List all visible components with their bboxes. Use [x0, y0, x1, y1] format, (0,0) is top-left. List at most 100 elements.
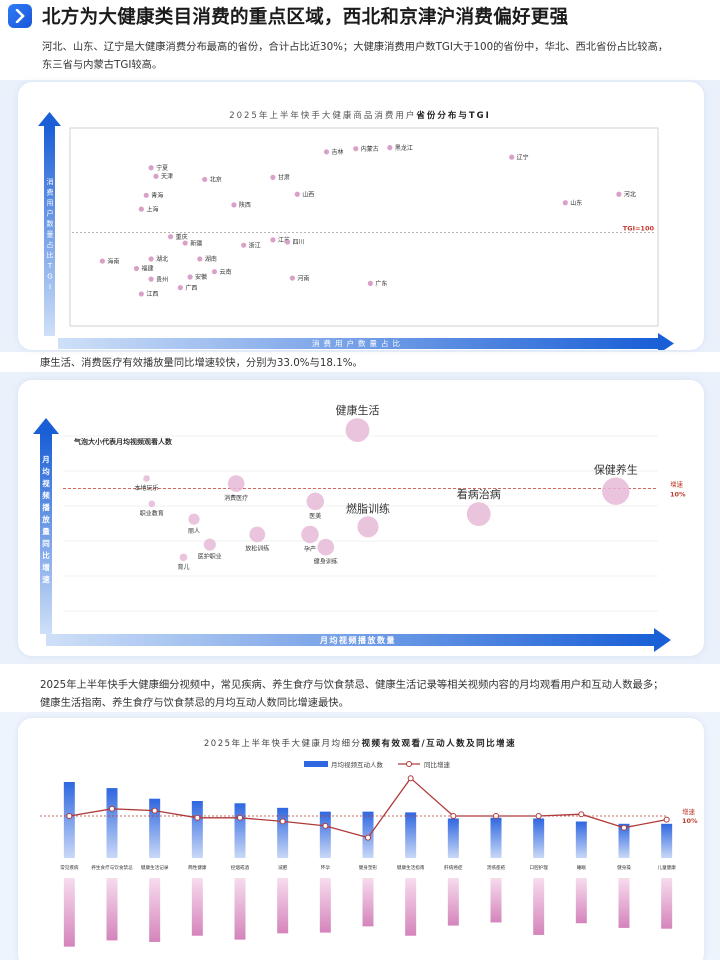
chart1-point-label: 广东: [375, 280, 387, 288]
chart1-point: [197, 256, 203, 262]
chart2-bubble-label: 消费医疗: [224, 494, 248, 502]
svg-text:2025年上半年快手大健康商品消费用户省份分布与TGI: 2025年上半年快手大健康商品消费用户省份分布与TGI: [229, 110, 491, 121]
chart1-point: [148, 276, 154, 282]
chart2-bubble-label: 燃脂训练: [346, 501, 390, 515]
chart3-lower-bar: [447, 878, 459, 926]
chart1-point: [231, 202, 237, 208]
chart1-point-label: 山东: [570, 199, 582, 207]
chart1-point-label: 宁夏: [156, 164, 168, 172]
chart2-y-arrow: [40, 434, 52, 634]
chart3-category-label: 健康生活指南: [397, 864, 425, 871]
chart3-growth-point: [66, 813, 73, 819]
chart1-point-label: 北京: [210, 176, 222, 184]
chart1-point: [387, 145, 393, 151]
chart3-bar: [661, 823, 673, 858]
chart2-bubble-label: 职业教育: [140, 509, 164, 517]
chart1-point-label: 贵州: [156, 275, 168, 283]
chart2-bubble: [148, 500, 156, 508]
chart3-lower-bar: [575, 878, 587, 924]
chart1-point-label: 江西: [146, 291, 158, 298]
chart2-bubble: [227, 475, 245, 492]
chart3-growth-point: [109, 805, 115, 812]
chart3-category-label: 溃疡痤疮: [487, 864, 506, 871]
chart3-card: 2025年上半年快手大健康月均细分视频有效观看/互动人数及同比增速 月均视频互动…: [18, 718, 704, 960]
chart1-card: 2025年上半年快手大健康商品消费用户省份分布与TGI 消费用户数量占比 T G I …: [18, 82, 704, 354]
chart1-point-label: 吉林: [332, 148, 344, 156]
chart3-category-label: 肝病癌症: [444, 864, 463, 871]
chart2-bubble: [188, 513, 200, 525]
chart1-point-label: 上海: [146, 205, 158, 213]
chart2-x-label: 月均视频播放数量: [319, 635, 396, 645]
chart3-bar: [405, 812, 417, 858]
svg-text:2025年上半年快手大健康月均细分视频有效观看/互动人数及同: 2025年上半年快手大健康月均细分视频有效观看/互动人数及同比增速: [204, 738, 516, 749]
chart2-bubble: [143, 475, 150, 482]
chart1-point-label: 重庆: [176, 233, 188, 241]
chart1-tgi-label: TGI=100: [623, 224, 655, 232]
chart2-title: 气泡大小代表月均视频观看人数: [73, 437, 173, 446]
chart3-title-b: 视频有效观看/互动人数及同比增速: [362, 738, 517, 749]
chart1-point-label: 广西: [185, 284, 197, 292]
chart2-bubble: [203, 538, 216, 551]
chart1-point-label: 陕西: [239, 201, 251, 209]
chart3-lower-bar: [618, 878, 630, 928]
chart1-point-label: 新疆: [190, 239, 202, 247]
legend-line-marker: [406, 761, 412, 767]
intro-line-2: 东三省与内蒙古TGI较高。: [42, 59, 163, 71]
chart2-card: 气泡大小代表月均视频观看人数 月均视频播放量同比增速 月均视频播放数量 增速 10…: [18, 380, 704, 656]
chart2-bubble: [466, 502, 491, 526]
chart3-growth-point: [407, 775, 414, 782]
chart3-growth-point: [322, 822, 329, 829]
chart3-category-label: 两性健康: [188, 864, 207, 871]
chart1-point-label: 辽宁: [517, 153, 529, 161]
chart3-bar: [149, 798, 161, 858]
chart1-point: [270, 237, 276, 243]
chart3-growth-point: [535, 813, 542, 819]
chart2-bubble-label: 医美: [309, 512, 321, 520]
intro-paragraph-3: 2025年上半年快手大健康细分视频中，常见疾病、养生食疗与饮食禁忌、健康生活记录…: [40, 676, 663, 712]
chart1-point-label: 浙江: [249, 241, 261, 249]
chart1-point-label: 云南: [219, 268, 231, 276]
chart3-lower-bar: [319, 878, 331, 933]
intro-paragraph-2: 康生活、消费医疗有效播放量同比增速较快，分别为33.0%与18.1%。: [40, 354, 363, 372]
intro-line-1: 河北、山东、辽宁是大健康消费分布最高的省份，合计占比近30%；大健康消费用户数T…: [42, 41, 669, 53]
chart2-y-label: 月均视频播放量同比增速: [41, 455, 50, 584]
chart2-bubble-label: 本地玩乐: [135, 484, 159, 492]
chart2-x-arrow: [46, 634, 656, 646]
chart3-lower-bar: [490, 878, 502, 923]
chart1-point-label: 湖北: [156, 255, 168, 263]
chart3-ref-label-a: 增速: [682, 807, 696, 816]
legend-bar-label: 月均视频互动人数: [331, 760, 384, 769]
chart1-point: [153, 173, 159, 179]
chart3-bar: [234, 803, 246, 858]
chart3-lower-bar: [277, 878, 289, 934]
chart3-lower-bar: [533, 878, 545, 935]
chart3-lower-bar: [63, 878, 75, 947]
chart1-point: [289, 275, 296, 281]
chart1-point-label: 山西: [302, 190, 314, 198]
chart3-lower-bar: [661, 878, 673, 929]
chart1-point-label: 甘肃: [278, 174, 290, 182]
chart3-category-label: 养生食疗与饮食禁忌: [91, 864, 133, 871]
chart3-growth-point: [237, 814, 243, 821]
chart2-ref-label-b: 10%: [670, 491, 686, 499]
chart3-bar: [277, 807, 289, 858]
chart1-point: [270, 174, 276, 180]
legend-bar-swatch: [304, 761, 328, 767]
chart1-point: [182, 240, 188, 246]
chart1-point: [211, 269, 218, 275]
chart1-y-arrowhead: [38, 112, 61, 126]
p2-line: 康生活、消费医疗有效播放量同比增速较快，分别为33.0%与18.1%。: [40, 357, 363, 369]
page-title: 北方为大健康类目消费的重点区域，西北和京津沪消费偏好更强: [42, 7, 569, 28]
video-bubble-chart: 气泡大小代表月均视频观看人数 月均视频播放量同比增速 月均视频播放数量 增速 10…: [33, 403, 686, 652]
chart2-bubble-label: 保健养生: [594, 462, 638, 476]
chart1-point-label: 黑龙江: [395, 144, 413, 152]
chart3-growth-point: [279, 818, 286, 825]
chart2-bubble-label: 看病治病: [457, 487, 501, 501]
chart1-x-arrowhead: [658, 333, 674, 354]
chart1-point: [148, 165, 154, 171]
p3-line-1: 2025年上半年快手大健康细分视频中，常见疾病、养生食疗与饮食禁忌、健康生活记录…: [40, 679, 664, 691]
chart2-y-arrowhead: [33, 418, 59, 434]
chart3-bar: [533, 818, 545, 858]
chart3-category-label: 口腔护理: [529, 864, 548, 871]
chart3-lower-bar: [149, 878, 161, 942]
